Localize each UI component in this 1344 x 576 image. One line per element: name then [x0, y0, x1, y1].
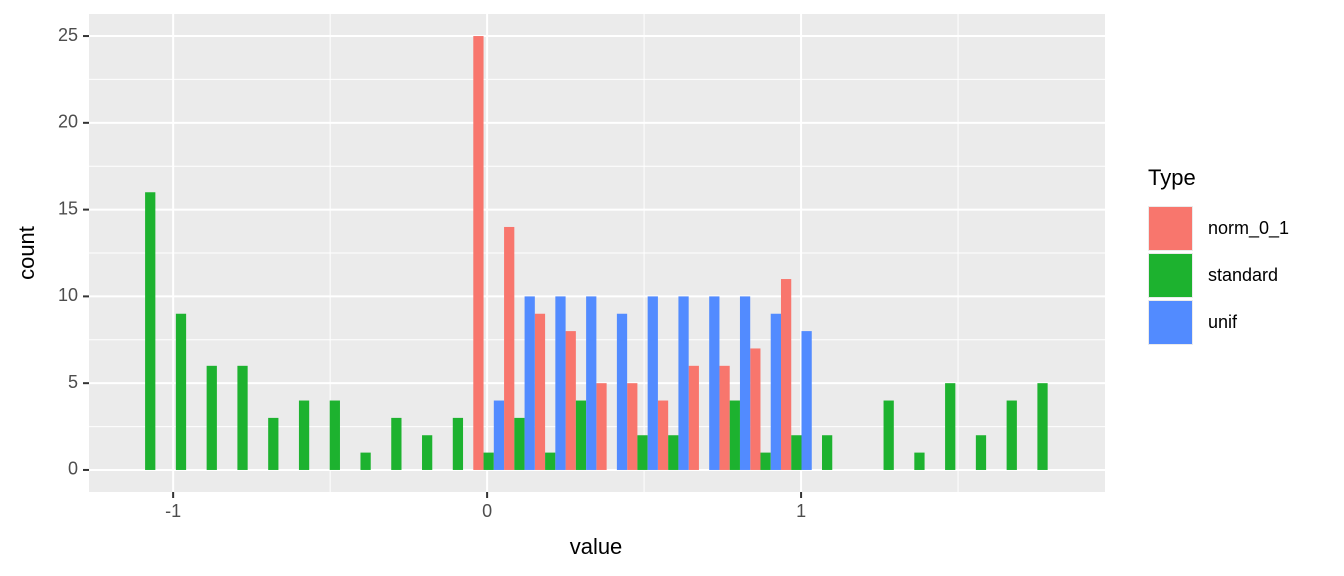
bar	[914, 452, 925, 470]
legend-label: unif	[1208, 312, 1238, 332]
bar	[637, 435, 648, 470]
y-tick-label: 25	[58, 25, 78, 45]
y-tick-label: 15	[58, 198, 78, 218]
bar	[975, 435, 987, 470]
bar	[237, 365, 248, 470]
bar	[545, 452, 556, 470]
legend-swatch	[1149, 301, 1192, 344]
legend-swatch	[1149, 207, 1192, 250]
bar	[360, 452, 371, 470]
bar	[483, 452, 494, 470]
bar	[780, 279, 792, 470]
bar	[145, 192, 156, 470]
bar	[175, 313, 187, 470]
y-tick-label: 10	[58, 285, 78, 305]
x-tick-label: -1	[165, 501, 181, 521]
bar	[750, 348, 761, 470]
bar	[452, 417, 464, 470]
bars	[145, 36, 1048, 470]
bar	[1006, 400, 1017, 470]
bar	[1037, 383, 1048, 470]
x-tick-label: 0	[482, 501, 492, 521]
bar	[945, 383, 956, 470]
bar	[298, 400, 310, 470]
legend-label: standard	[1208, 265, 1278, 285]
y-axis-title: count	[14, 226, 39, 280]
y-tick-label: 5	[68, 372, 78, 392]
legend-title: Type	[1148, 165, 1196, 190]
bar	[739, 296, 751, 470]
bar	[534, 313, 546, 470]
bar	[678, 296, 689, 470]
bar	[586, 296, 597, 470]
bar	[791, 435, 802, 470]
bar	[524, 296, 535, 470]
bar	[575, 400, 587, 470]
legend-label: norm_0_1	[1208, 218, 1289, 239]
bar	[206, 365, 217, 470]
bar	[627, 383, 638, 470]
bar	[473, 36, 484, 470]
bar	[801, 331, 812, 470]
bar	[514, 417, 525, 470]
bar	[719, 365, 730, 470]
bar	[493, 400, 505, 470]
bar	[647, 296, 658, 470]
bar	[822, 435, 833, 470]
bar	[391, 417, 402, 470]
bar	[268, 417, 279, 470]
x-axis-title: value	[570, 534, 623, 559]
bar	[565, 331, 576, 470]
grid	[89, 14, 1105, 492]
bar	[883, 400, 894, 470]
bar	[504, 226, 515, 470]
y-tick-label: 0	[68, 459, 78, 479]
bar	[770, 313, 781, 470]
legend: norm_0_1 standard unif	[1148, 206, 1289, 345]
bar	[688, 365, 699, 470]
bar	[657, 400, 669, 470]
bar	[709, 296, 720, 470]
bar	[760, 452, 771, 470]
bar	[729, 400, 740, 470]
bar	[596, 383, 607, 470]
bar	[329, 400, 340, 470]
bar	[555, 296, 566, 470]
bar	[616, 313, 628, 470]
y-tick-label: 20	[58, 112, 78, 132]
bar	[422, 435, 433, 470]
legend-swatch	[1149, 254, 1192, 297]
x-tick-label: 1	[796, 501, 806, 521]
bar	[668, 435, 679, 470]
